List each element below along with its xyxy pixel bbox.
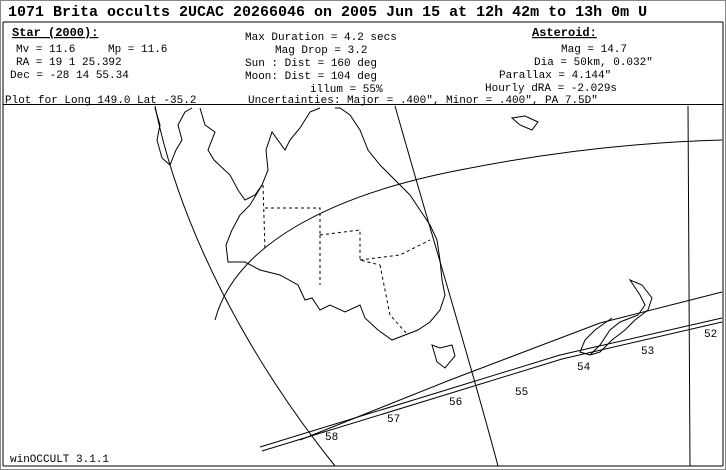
footer: winOCCULT 3.1.1 <box>10 454 109 466</box>
uncertainties: Uncertainties: Major = .400", Minor = .4… <box>248 95 598 107</box>
asteroid-dia: Dia = 50km, 0.032" <box>534 57 653 69</box>
occultation-path <box>259 291 723 452</box>
asteroid-heading: Asteroid: <box>532 26 597 40</box>
coastlines <box>154 107 653 369</box>
illum: illum = 55% <box>310 84 383 96</box>
asteroid-mag: Mag = 14.7 <box>561 44 627 56</box>
parallax: Parallax = 4.144" <box>499 70 611 82</box>
time-label: 53 <box>641 346 654 358</box>
star-ra: RA = 19 1 25.392 <box>16 57 122 69</box>
time-label: 55 <box>515 387 528 399</box>
time-label: 52 <box>704 329 717 341</box>
hourly-dra: Hourly dRA = -2.029s <box>485 83 617 95</box>
time-labels: 52 53 54 55 56 57 58 <box>325 329 717 444</box>
time-label: 56 <box>449 397 462 409</box>
title: 1071 Brita occults 2UCAC 20266046 on 200… <box>8 4 647 21</box>
star-mp: Mp = 11.6 <box>108 44 167 56</box>
plot-for: Plot for Long 149.0 Lat -35.2 <box>5 95 196 107</box>
star-heading: Star (2000): <box>12 26 98 40</box>
limb-curves <box>154 105 723 467</box>
time-label: 54 <box>577 362 591 374</box>
max-duration: Max Duration = 4.2 secs <box>245 32 397 44</box>
time-label: 57 <box>387 414 400 426</box>
star-mv: Mv = 11.6 <box>16 44 75 56</box>
time-label: 58 <box>325 432 338 444</box>
sun-dist: Sun : Dist = 160 deg <box>245 58 377 70</box>
star-dec: Dec = -28 14 55.34 <box>10 70 129 82</box>
state-borders <box>262 184 431 336</box>
mag-drop: Mag Drop = 3.2 <box>275 45 367 57</box>
moon-dist: Moon: Dist = 104 deg <box>245 71 377 83</box>
